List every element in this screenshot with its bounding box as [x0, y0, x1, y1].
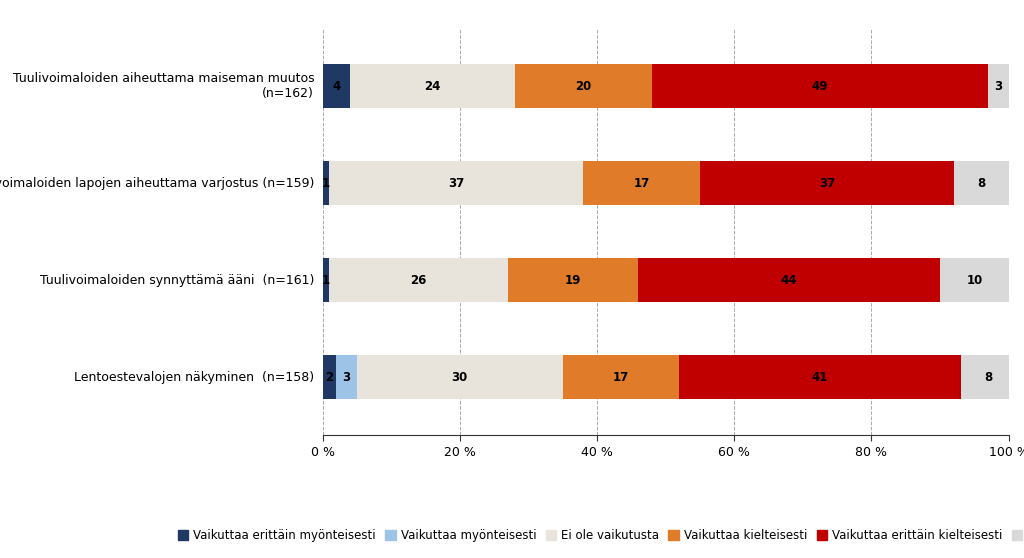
Bar	[700, 161, 953, 205]
Bar	[679, 355, 961, 399]
Bar	[323, 258, 330, 302]
Bar	[988, 64, 1009, 108]
Bar	[563, 355, 679, 399]
Text: 49: 49	[812, 80, 828, 93]
Text: 17: 17	[613, 371, 629, 383]
Bar	[330, 161, 584, 205]
Text: 41: 41	[812, 371, 828, 383]
Bar	[336, 355, 357, 399]
Text: 4: 4	[332, 80, 340, 93]
Bar	[584, 161, 700, 205]
Text: 8: 8	[977, 176, 985, 190]
Text: 8: 8	[984, 371, 992, 383]
Bar	[940, 258, 1009, 302]
Bar	[323, 161, 330, 205]
Text: 26: 26	[411, 273, 427, 287]
Text: 17: 17	[634, 176, 649, 190]
Text: 37: 37	[449, 176, 465, 190]
Text: 44: 44	[781, 273, 798, 287]
Bar	[508, 258, 638, 302]
Text: 3: 3	[342, 371, 350, 383]
Text: 24: 24	[424, 80, 440, 93]
Bar	[350, 64, 515, 108]
Bar	[323, 355, 336, 399]
Text: 2: 2	[326, 371, 334, 383]
Bar	[638, 258, 940, 302]
Text: 37: 37	[819, 176, 835, 190]
Text: 3: 3	[994, 80, 1002, 93]
Bar	[323, 64, 350, 108]
Text: 10: 10	[967, 273, 982, 287]
Legend: Vaikuttaa erittäin myönteisesti, Vaikuttaa myönteisesti, Ei ole vaikutusta, Vaik: Vaikuttaa erittäin myönteisesti, Vaikutt…	[173, 524, 1024, 546]
Bar	[515, 64, 652, 108]
Text: 20: 20	[575, 80, 592, 93]
Text: 1: 1	[322, 176, 330, 190]
Text: 30: 30	[452, 371, 468, 383]
Bar	[961, 355, 1016, 399]
Text: 1: 1	[322, 273, 330, 287]
Bar	[356, 355, 563, 399]
Bar	[330, 258, 508, 302]
Bar	[953, 161, 1009, 205]
Bar	[652, 64, 988, 108]
Text: 19: 19	[565, 273, 582, 287]
